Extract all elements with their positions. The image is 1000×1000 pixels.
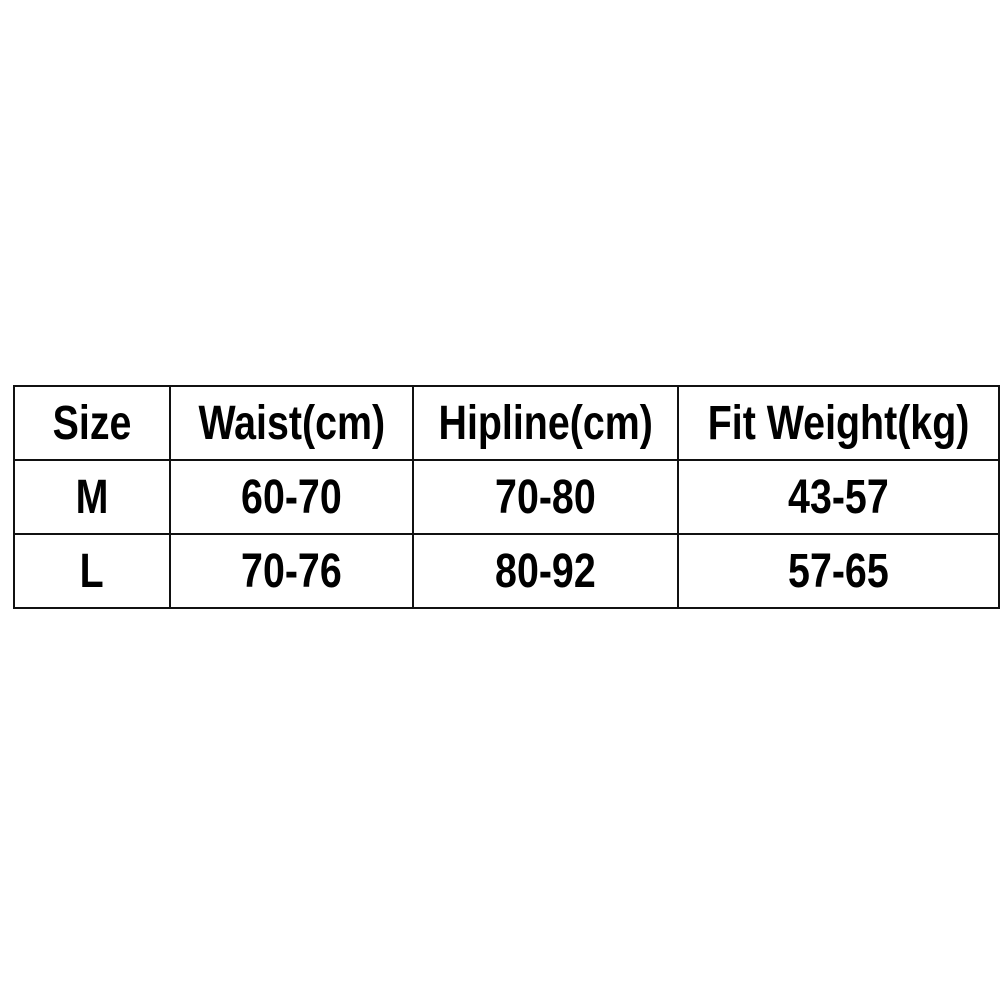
header-cell: Size [12, 385, 172, 461]
size-chart-table: Size Waist(cm) Hipline(cm) Fit Weight(kg… [12, 385, 1000, 609]
table-row: M 60-70 70-80 43-57 [12, 459, 1000, 535]
table-cell: M [12, 459, 172, 535]
table-cell: 80-92 [412, 533, 679, 609]
table-cell: L [12, 533, 172, 609]
header-cell: Waist(cm) [169, 385, 415, 461]
table-cell: 70-80 [412, 459, 679, 535]
header-cell: Fit Weight(kg) [676, 385, 1000, 461]
header-cell: Hipline(cm) [412, 385, 679, 461]
table-cell: 70-76 [169, 533, 415, 609]
table-cell: 57-65 [676, 533, 1000, 609]
header-row: Size Waist(cm) Hipline(cm) Fit Weight(kg… [12, 385, 1000, 461]
table-cell: 43-57 [676, 459, 1000, 535]
table-row: L 70-76 80-92 57-65 [12, 533, 1000, 609]
table-cell: 60-70 [169, 459, 415, 535]
